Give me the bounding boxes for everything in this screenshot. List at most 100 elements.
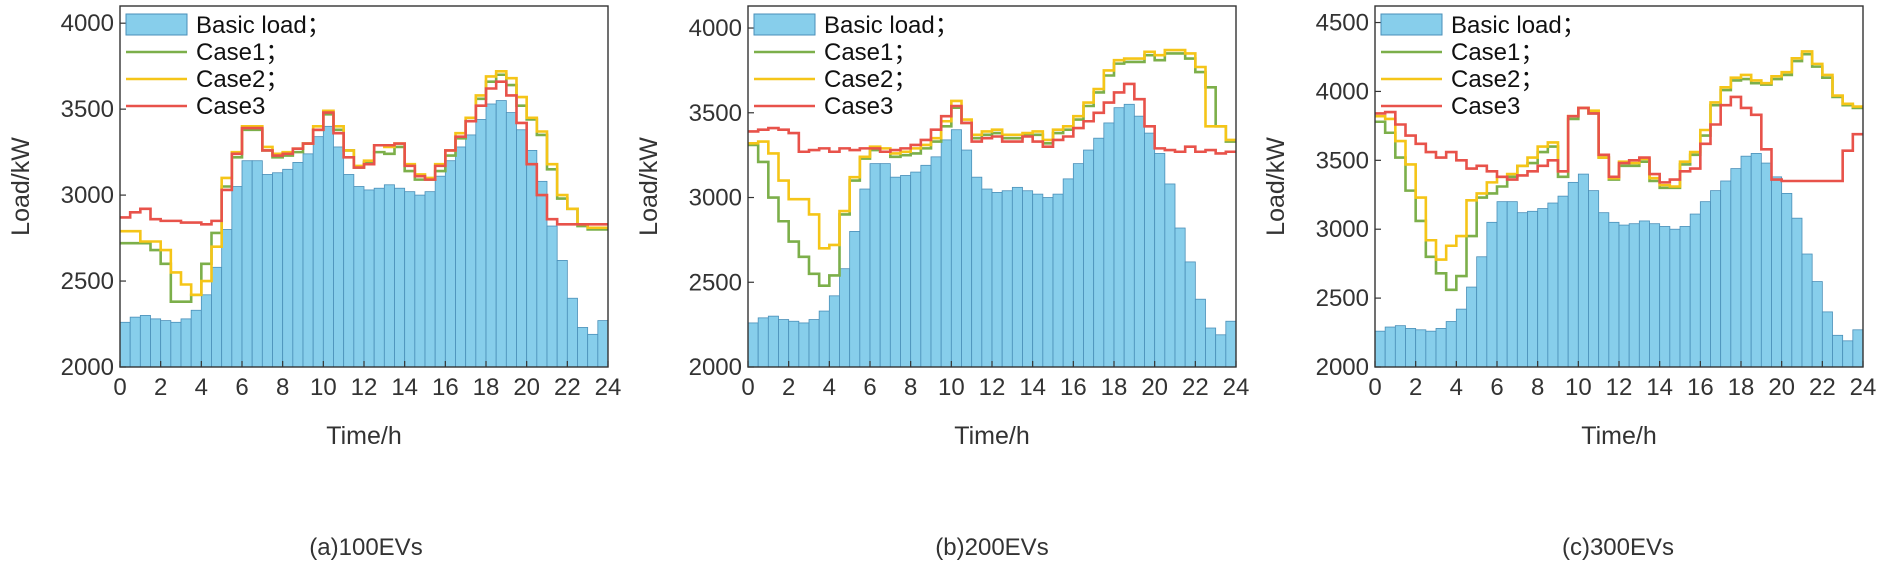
x-tick-label: 6 (1490, 374, 1503, 401)
bar (1577, 173, 1589, 368)
bar (455, 146, 467, 368)
bar (1052, 193, 1064, 368)
bar (859, 188, 871, 368)
legend-label: Case2； (824, 66, 917, 93)
bar (1649, 223, 1661, 368)
bar (1374, 330, 1386, 368)
bar (200, 294, 212, 368)
bar (1435, 328, 1447, 368)
bar (241, 160, 253, 368)
legend-label: Case3 (196, 93, 265, 120)
x-tick-label: 18 (1101, 374, 1128, 401)
bar (1537, 208, 1549, 368)
bar (1072, 163, 1084, 368)
bar (1760, 162, 1772, 368)
bar (747, 322, 759, 368)
bar (536, 180, 548, 368)
x-tick-label: 24 (1223, 374, 1250, 401)
x-tick-label: 8 (1531, 374, 1544, 401)
x-tick-label: 0 (1368, 374, 1381, 401)
y-tick-label: 2500 (1316, 285, 1369, 312)
bar (1771, 176, 1783, 368)
bar (475, 119, 487, 368)
bar (1557, 195, 1569, 368)
bar (1011, 186, 1023, 368)
x-axis-label: Time/h (326, 422, 401, 450)
legend-label: Case1； (824, 39, 917, 66)
bar (505, 112, 517, 368)
bar (1527, 210, 1539, 368)
bar (1394, 325, 1406, 368)
chart-panel-1: 0 2 4 6 8 10 12 14 16 18 20 22 242000250030003500400… (7, 5, 622, 561)
bar (170, 321, 182, 368)
bar (1174, 227, 1186, 368)
x-tick-label: 8 (276, 374, 289, 401)
bar (292, 162, 304, 368)
x-tick-label: 0 (741, 374, 754, 401)
bar (1547, 202, 1559, 368)
panel-caption: (a)100EVs (309, 534, 422, 561)
bar (900, 175, 912, 368)
bar (566, 297, 578, 368)
bars-basic-load (1374, 153, 1864, 368)
bar (251, 160, 263, 368)
x-tick-label: 20 (1141, 374, 1168, 401)
x-tick-label: 12 (351, 374, 378, 401)
legend-label: Case3 (1451, 93, 1520, 120)
x-tick-label: 2 (1409, 374, 1422, 401)
bar (160, 320, 172, 368)
bar (597, 320, 609, 368)
bar (444, 160, 456, 368)
bar (119, 321, 131, 368)
x-tick-label: 12 (1606, 374, 1633, 401)
legend-label: Basic load； (1451, 12, 1586, 39)
x-tick-label: 10 (938, 374, 965, 401)
bar (1144, 132, 1156, 368)
y-tick-label: 3000 (1316, 216, 1369, 243)
bar (869, 163, 881, 368)
legend-swatch-basic-load (125, 13, 188, 36)
x-tick-label: 22 (554, 374, 581, 401)
bar (261, 174, 273, 368)
bar (1154, 153, 1166, 368)
x-tick-label: 24 (595, 374, 622, 401)
bar (1476, 256, 1488, 368)
bar (139, 315, 151, 368)
bar (1730, 168, 1742, 368)
x-tick-label: 6 (235, 374, 248, 401)
bar (211, 266, 223, 368)
bar (312, 136, 324, 368)
bar (991, 192, 1003, 368)
bar (879, 163, 891, 368)
legend-label: Case2； (1451, 66, 1544, 93)
legend: Basic load；Case1；Case2；Case3 (125, 12, 331, 120)
bar (1832, 334, 1844, 368)
bar (1628, 223, 1640, 368)
y-tick-label: 4000 (689, 15, 742, 42)
x-tick-label: 8 (904, 374, 917, 401)
x-tick-label: 14 (391, 374, 418, 401)
bar (1466, 286, 1478, 368)
bar (333, 146, 345, 368)
legend-label: Basic load； (196, 12, 331, 39)
x-tick-label: 2 (154, 374, 167, 401)
bar (940, 139, 952, 368)
y-tick-label: 3000 (61, 182, 114, 209)
bar (190, 309, 202, 368)
series-line-case3 (120, 80, 608, 226)
y-tick-label: 2500 (61, 268, 114, 295)
bars-basic-load (119, 100, 609, 368)
x-tick-label: 4 (823, 374, 836, 401)
bar (1042, 197, 1054, 368)
bar (1113, 107, 1125, 368)
bar (1133, 115, 1145, 368)
bar (1205, 327, 1217, 368)
bar (577, 327, 589, 368)
x-tick-label: 12 (979, 374, 1006, 401)
bar (129, 316, 141, 368)
x-tick-label: 14 (1019, 374, 1046, 401)
bar (1164, 183, 1176, 368)
bar (1801, 253, 1813, 368)
series-line-case1 (748, 52, 1236, 287)
bar (1425, 330, 1437, 368)
